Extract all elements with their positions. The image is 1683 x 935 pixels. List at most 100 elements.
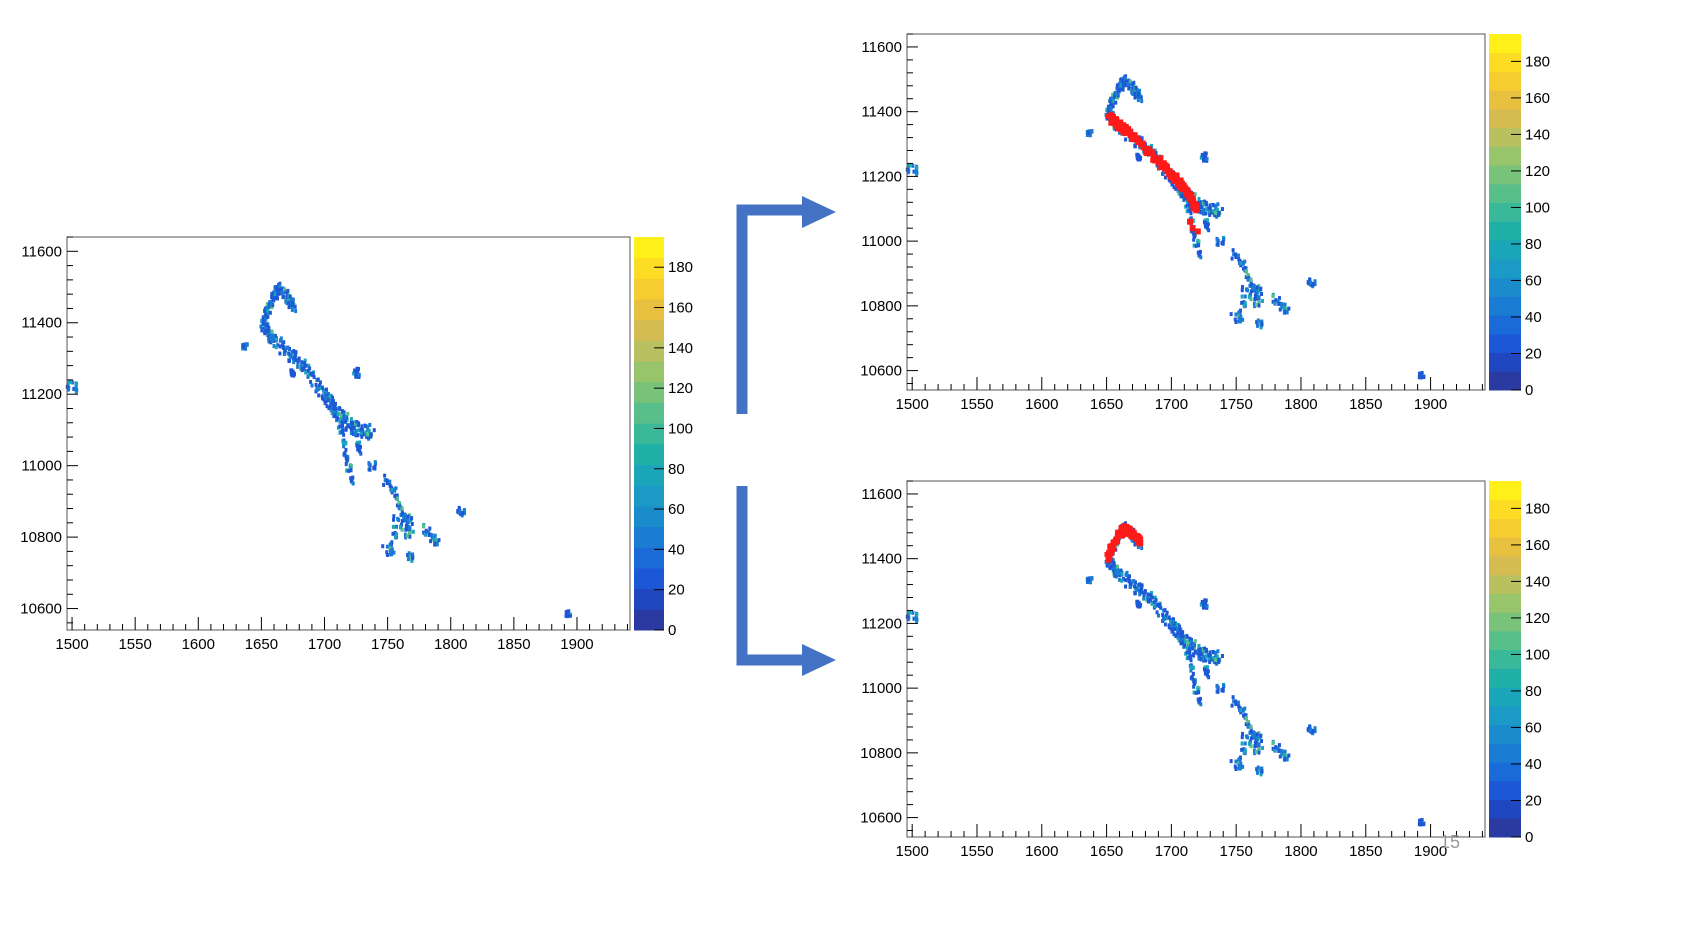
heatmap-cell	[1128, 79, 1132, 84]
heatmap-cell	[1113, 564, 1117, 569]
heatmap-cell	[406, 553, 410, 558]
heatmap-cell	[1139, 95, 1143, 100]
heatmap-cell	[1205, 202, 1209, 207]
x-tick-label: 1550	[960, 843, 993, 860]
heatmap-cell	[1280, 302, 1284, 307]
heatmap-cell	[914, 169, 918, 174]
heatmap-cell	[1149, 146, 1153, 151]
highlight-cell	[1183, 191, 1189, 197]
heatmap-cell	[266, 322, 270, 327]
heatmap-cell	[1205, 218, 1209, 223]
heatmap-cell	[1189, 637, 1193, 642]
heatmap-cell	[287, 300, 291, 305]
heatmap-cell	[296, 364, 300, 369]
highlight-cell	[1126, 126, 1132, 132]
heatmap-cell	[73, 386, 77, 391]
heatmap-cell	[1243, 301, 1247, 306]
color-bar-segment	[1489, 90, 1521, 110]
heatmap-cells	[905, 521, 1426, 827]
color-bar-tick-label: 100	[1525, 199, 1550, 216]
highlight-cell	[1115, 126, 1121, 132]
heatmap-cell	[1126, 576, 1130, 581]
heatmap-cell	[1162, 617, 1166, 622]
heatmap-cell	[262, 319, 266, 324]
heatmap-cell	[390, 490, 394, 495]
heatmap-cell	[433, 533, 437, 538]
heatmap-cell	[1260, 769, 1264, 774]
highlight-cell	[1145, 145, 1151, 151]
heatmap-cell	[373, 466, 377, 471]
heatmap-cell	[1308, 277, 1312, 282]
color-bar-segment	[1489, 593, 1521, 613]
color-bar-segment	[1489, 165, 1521, 185]
color-bar-segment	[1489, 352, 1521, 372]
heatmap-cell	[280, 287, 284, 292]
heatmap-cell	[1239, 761, 1243, 766]
color-bar-tick-label: 20	[1525, 792, 1542, 809]
heatmap-cell	[340, 412, 344, 417]
highlight-cell	[1118, 119, 1124, 125]
heatmap-cell	[1276, 299, 1280, 304]
heatmap-cell	[403, 532, 407, 537]
color-bar-segment	[1489, 499, 1521, 519]
heatmap-cell	[1257, 295, 1261, 300]
heatmap-cell	[269, 300, 273, 305]
highlight-cell	[1138, 540, 1144, 546]
heatmap-cell	[390, 488, 394, 493]
heatmap-cell	[1260, 766, 1264, 771]
heatmap-cell	[345, 458, 349, 463]
heatmap-cell	[355, 443, 359, 448]
heatmap-cell	[1193, 639, 1197, 644]
heatmap-cell	[1233, 317, 1237, 322]
color-bar-segment	[1489, 799, 1521, 819]
highlight-cell	[1192, 203, 1198, 209]
heatmap-cell	[392, 550, 396, 555]
heatmap-cell	[1146, 596, 1150, 601]
heatmap-cell	[331, 399, 335, 404]
heatmap-cell	[1194, 690, 1198, 695]
heatmap-cell	[1214, 206, 1218, 211]
color-bar-segment	[1489, 71, 1521, 91]
heatmap-cell	[1197, 653, 1201, 658]
heatmap-cell	[1179, 633, 1183, 638]
x-tick-label: 1500	[55, 636, 88, 653]
heatmap-cell	[290, 350, 294, 355]
heatmap-cell	[388, 479, 392, 484]
highlight-cell	[1132, 531, 1138, 537]
heatmap-cell	[291, 297, 295, 302]
heatmap-cell	[1173, 621, 1177, 626]
color-bar-tick-label: 80	[668, 461, 685, 478]
heatmap-cell	[341, 417, 345, 422]
heatmap-cell	[1149, 590, 1153, 595]
heatmap-cell	[1241, 317, 1245, 322]
heatmap-cell	[300, 360, 304, 365]
x-tick-label: 1500	[895, 843, 928, 860]
color-bar-segment	[1489, 371, 1521, 391]
heatmap-cell	[1129, 584, 1133, 589]
heatmap-cell	[270, 294, 274, 299]
color-bar-tick-label: 40	[1525, 756, 1542, 773]
x-tick-label: 1850	[497, 636, 530, 653]
highlight-cell	[1187, 218, 1194, 225]
heatmap-cell	[1249, 727, 1253, 732]
heatmap-cell	[1274, 298, 1278, 303]
heatmap-cell	[1177, 635, 1181, 640]
heatmap-cell	[1138, 135, 1142, 140]
heatmap-cell	[278, 344, 282, 349]
heatmap-cell	[273, 288, 277, 293]
heatmap-cell	[272, 344, 276, 349]
heatmap-cell	[408, 555, 412, 560]
heatmap-cell	[1133, 542, 1137, 547]
heatmap-cell	[1142, 596, 1146, 601]
heatmap-cell	[1188, 202, 1192, 207]
heatmap-cell	[1417, 822, 1421, 827]
heatmap-cell	[1215, 237, 1219, 242]
heatmap-cell	[368, 467, 372, 472]
heatmap-cell	[1214, 650, 1218, 655]
heatmap-cell	[1114, 574, 1118, 579]
heatmap-cell	[293, 304, 297, 309]
heatmap-cell	[357, 428, 361, 433]
heatmap-cell	[906, 169, 910, 174]
heatmap-cell	[1120, 578, 1124, 583]
heatmap-cell	[1189, 668, 1193, 673]
